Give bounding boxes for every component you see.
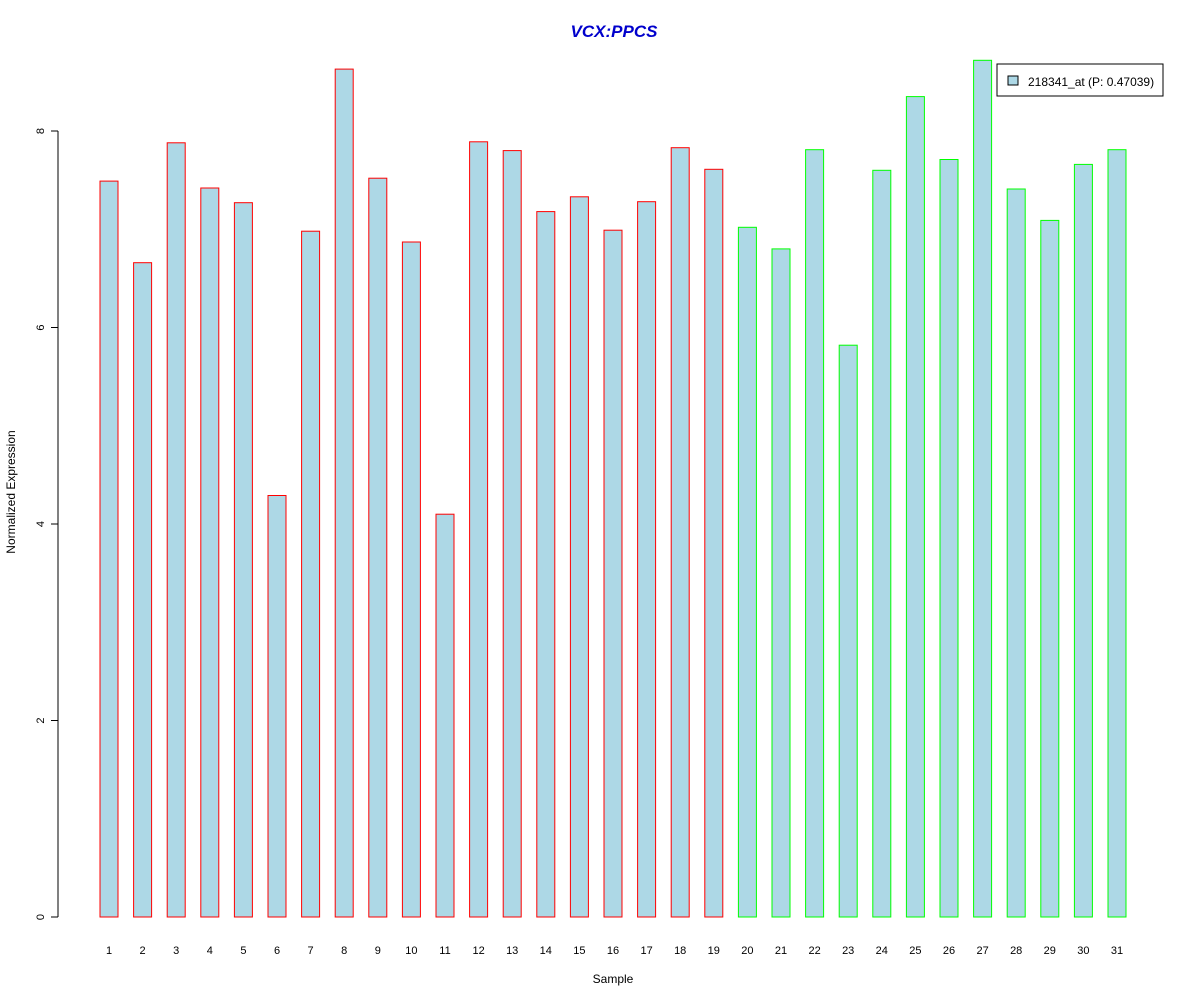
bar-sample-19 [704,168,724,918]
bar-sample-15 [569,196,589,918]
x-tick-label: 21 [775,945,787,957]
y-tick-label: 8 [35,128,47,134]
x-tick-label: 12 [472,945,484,957]
x-tick-label: 15 [573,945,585,957]
x-tick-label: 18 [674,945,686,957]
x-tick-label: 11 [439,945,450,957]
legend-swatch [1007,75,1019,86]
x-tick-label: 31 [1111,945,1123,957]
bar-sample-8 [334,68,354,918]
bar-sample-10 [401,241,421,918]
x-tick-label: 14 [540,945,552,957]
bar-sample-26 [939,159,959,918]
x-tick-label: 7 [308,945,314,957]
bar-sample-12 [469,141,489,918]
legend-box [996,63,1164,97]
y-tick-label: 4 [35,521,47,527]
bar-sample-3 [166,142,186,918]
bar-sample-16 [603,229,623,918]
x-tick-label: 10 [405,945,417,957]
x-tick-label: 8 [341,945,347,957]
x-tick-label: 22 [808,945,820,957]
bar-sample-18 [670,147,690,918]
x-tick-label: 5 [240,945,246,957]
x-tick-label: 23 [842,945,854,957]
bar-sample-11 [435,513,455,918]
x-tick-label: 30 [1077,945,1089,957]
x-tick-label: 9 [375,945,381,957]
x-tick-label: 20 [741,945,753,957]
x-tick-label: 27 [976,945,988,957]
y-tick-label: 6 [35,324,47,330]
x-axis-title: Sample [593,972,634,986]
bar-sample-20 [737,226,757,918]
bar-sample-4 [200,187,220,918]
bar-sample-22 [805,149,825,918]
bar-sample-2 [133,262,153,918]
bar-sample-9 [368,177,388,918]
x-tick-label: 25 [909,945,921,957]
bar-sample-31 [1107,149,1127,918]
x-tick-label: 2 [140,945,146,957]
x-tick-label: 13 [506,945,518,957]
x-tick-labels: 1 2 3 4 5 6 7 8 9 10 11 12 13 14 15 16 17 18 19 20 21 22 23 24 2… [106,945,1123,957]
x-tick-label: 26 [943,945,955,957]
x-tick-label: 29 [1044,945,1056,957]
bar-sample-14 [536,211,556,918]
bar-sample-29 [1040,219,1060,918]
bar-sample-25 [905,96,925,918]
bar-sample-7 [301,230,321,918]
x-tick-label: 6 [274,945,280,957]
bar-sample-30 [1073,163,1093,918]
x-tick-label: 16 [607,945,619,957]
bar-sample-24 [872,169,892,918]
bars [99,59,1127,918]
x-tick-label: 19 [708,945,720,957]
x-tick-label: 28 [1010,945,1022,957]
y-axis-title: Normalized Expression [4,430,18,553]
bar-sample-13 [502,150,522,918]
y-tick-label: 2 [35,717,47,723]
bar-sample-27 [973,59,993,918]
x-tick-label: 3 [173,945,179,957]
legend-label: 218341_at (P: 0.47039) [1028,75,1154,89]
bar-sample-17 [637,201,657,918]
bar-sample-6 [267,495,287,918]
x-tick-label: 1 [106,945,112,957]
bar-sample-1 [99,180,119,918]
bar-sample-28 [1006,188,1026,918]
legend: 218341_at (P: 0.47039) [996,63,1164,97]
chart-title: VCX:PPCS [571,22,659,41]
x-tick-label: 24 [876,945,888,957]
y-tick-label: 0 [35,914,47,920]
x-tick-label: 17 [640,945,652,957]
bar-sample-5 [233,202,253,918]
x-tick-label: 4 [207,945,213,957]
bar-sample-21 [771,248,791,918]
y-axis: 0 2 4 6 8 [35,128,59,920]
bar-sample-23 [838,344,858,918]
